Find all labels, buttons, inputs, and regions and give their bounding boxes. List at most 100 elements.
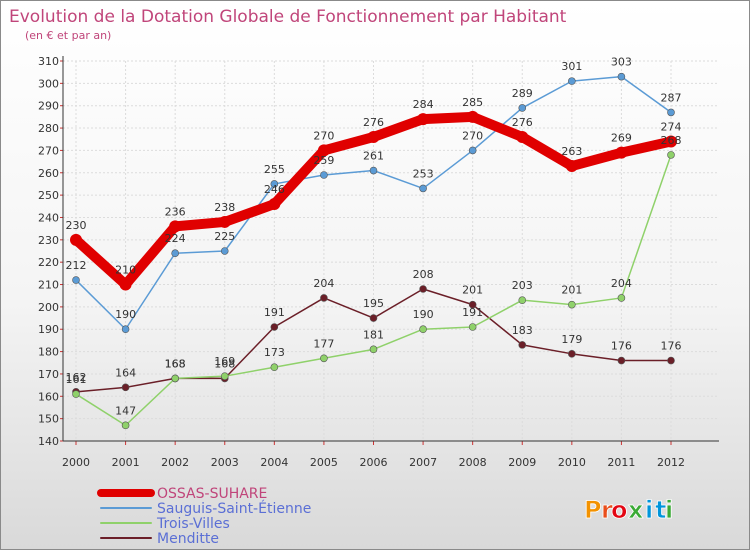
- data-label: 225: [214, 230, 235, 243]
- data-label: 276: [363, 116, 384, 129]
- x-tick-label: 2004: [260, 456, 288, 469]
- x-tick-label: 2002: [161, 456, 189, 469]
- data-label: 263: [561, 145, 582, 158]
- x-tick-label: 2009: [508, 456, 536, 469]
- data-label: 190: [413, 308, 434, 321]
- data-point: [667, 151, 675, 159]
- x-tick-label: 2011: [607, 456, 635, 469]
- data-point: [171, 249, 179, 258]
- data-label: 269: [611, 132, 632, 145]
- y-tick-label: 310: [38, 55, 59, 68]
- data-label: 276: [512, 116, 533, 129]
- data-point: [518, 296, 527, 304]
- data-label: 161: [66, 373, 87, 386]
- data-point: [516, 131, 529, 143]
- y-tick-label: 200: [38, 301, 59, 314]
- data-label: 246: [264, 183, 285, 196]
- data-point: [419, 325, 427, 334]
- logo-letter: i: [645, 496, 653, 524]
- data-label: 212: [66, 259, 87, 272]
- y-tick-label: 240: [38, 211, 59, 224]
- data-point: [220, 247, 229, 255]
- legend-label: Sauguis-Saint-Étienne: [157, 500, 311, 517]
- data-point: [565, 160, 578, 173]
- data-label: 168: [214, 357, 235, 370]
- data-label: 190: [115, 308, 136, 321]
- data-label: 274: [661, 120, 682, 133]
- data-point: [615, 146, 628, 159]
- chart-title: Evolution de la Dotation Globale de Fonc…: [9, 7, 567, 27]
- data-point: [617, 294, 626, 302]
- data-label: 270: [462, 129, 483, 142]
- data-point: [369, 345, 378, 354]
- data-point: [70, 233, 82, 246]
- data-label: 238: [214, 201, 235, 214]
- data-label: 176: [661, 340, 682, 353]
- y-tick-label: 270: [38, 144, 59, 157]
- data-point: [121, 325, 130, 334]
- y-tick-label: 150: [38, 413, 59, 426]
- data-label: 287: [661, 91, 682, 104]
- data-label: 285: [462, 96, 483, 109]
- data-label: 301: [561, 60, 582, 73]
- x-tick-label: 2000: [62, 456, 90, 469]
- data-point: [268, 198, 281, 211]
- data-point: [667, 356, 675, 365]
- data-label: 284: [413, 98, 434, 111]
- data-point: [468, 300, 477, 309]
- data-point: [320, 171, 328, 179]
- data-label: 173: [264, 346, 285, 359]
- logo-letter: i: [665, 496, 673, 524]
- data-label: 204: [611, 277, 632, 290]
- data-point: [320, 354, 328, 363]
- axes: 140 150 160 170 180 190 200 210 220 230 240 250 260 2…: [38, 55, 719, 469]
- y-tick-label: 280: [38, 122, 59, 135]
- x-tick-label: 2008: [459, 456, 487, 469]
- data-point: [667, 108, 675, 117]
- data-point: [121, 421, 130, 430]
- legend-label: OSSAS-SUHARE: [157, 486, 267, 502]
- data-point: [119, 278, 132, 291]
- data-label: 204: [313, 277, 334, 290]
- data-point: [568, 77, 576, 85]
- x-tick-label: 2006: [360, 456, 388, 469]
- data-point: [320, 294, 328, 302]
- logo-letter: P: [584, 496, 602, 524]
- data-label: 147: [115, 404, 136, 417]
- data-label: 183: [512, 324, 533, 337]
- legend: OSSAS-SUHARESauguis-Saint-ÉtienneTrois-V…: [97, 486, 311, 547]
- data-point: [369, 314, 378, 322]
- data-label: 164: [115, 366, 136, 379]
- y-tick-label: 160: [38, 390, 59, 403]
- data-point: [72, 276, 80, 284]
- chart-subtitle: (en € et par an): [25, 29, 111, 42]
- data-point: [270, 323, 279, 331]
- data-label: 268: [661, 134, 682, 147]
- x-tick-label: 2005: [310, 456, 338, 469]
- data-point: [270, 363, 279, 372]
- data-label: 179: [561, 333, 582, 346]
- data-point: [218, 215, 231, 228]
- grid: [63, 60, 719, 442]
- data-label: 168: [165, 357, 186, 370]
- data-label: 162: [66, 371, 87, 384]
- y-tick-label: 140: [38, 435, 59, 448]
- data-label: 195: [363, 297, 384, 310]
- data-point: [369, 166, 378, 175]
- data-point: [419, 285, 427, 293]
- legend-label: Menditte: [157, 531, 219, 547]
- y-tick-label: 170: [38, 368, 59, 381]
- data-point: [72, 390, 80, 398]
- data-label: 176: [611, 340, 632, 353]
- data-label: 224: [165, 232, 186, 245]
- data-label: 201: [561, 284, 582, 297]
- y-tick-label: 220: [38, 256, 59, 269]
- data-label: 203: [512, 279, 533, 292]
- logo-letter: x: [628, 496, 644, 524]
- data-label: 270: [313, 129, 334, 142]
- y-tick-label: 210: [38, 279, 59, 292]
- data-label: 261: [363, 150, 384, 163]
